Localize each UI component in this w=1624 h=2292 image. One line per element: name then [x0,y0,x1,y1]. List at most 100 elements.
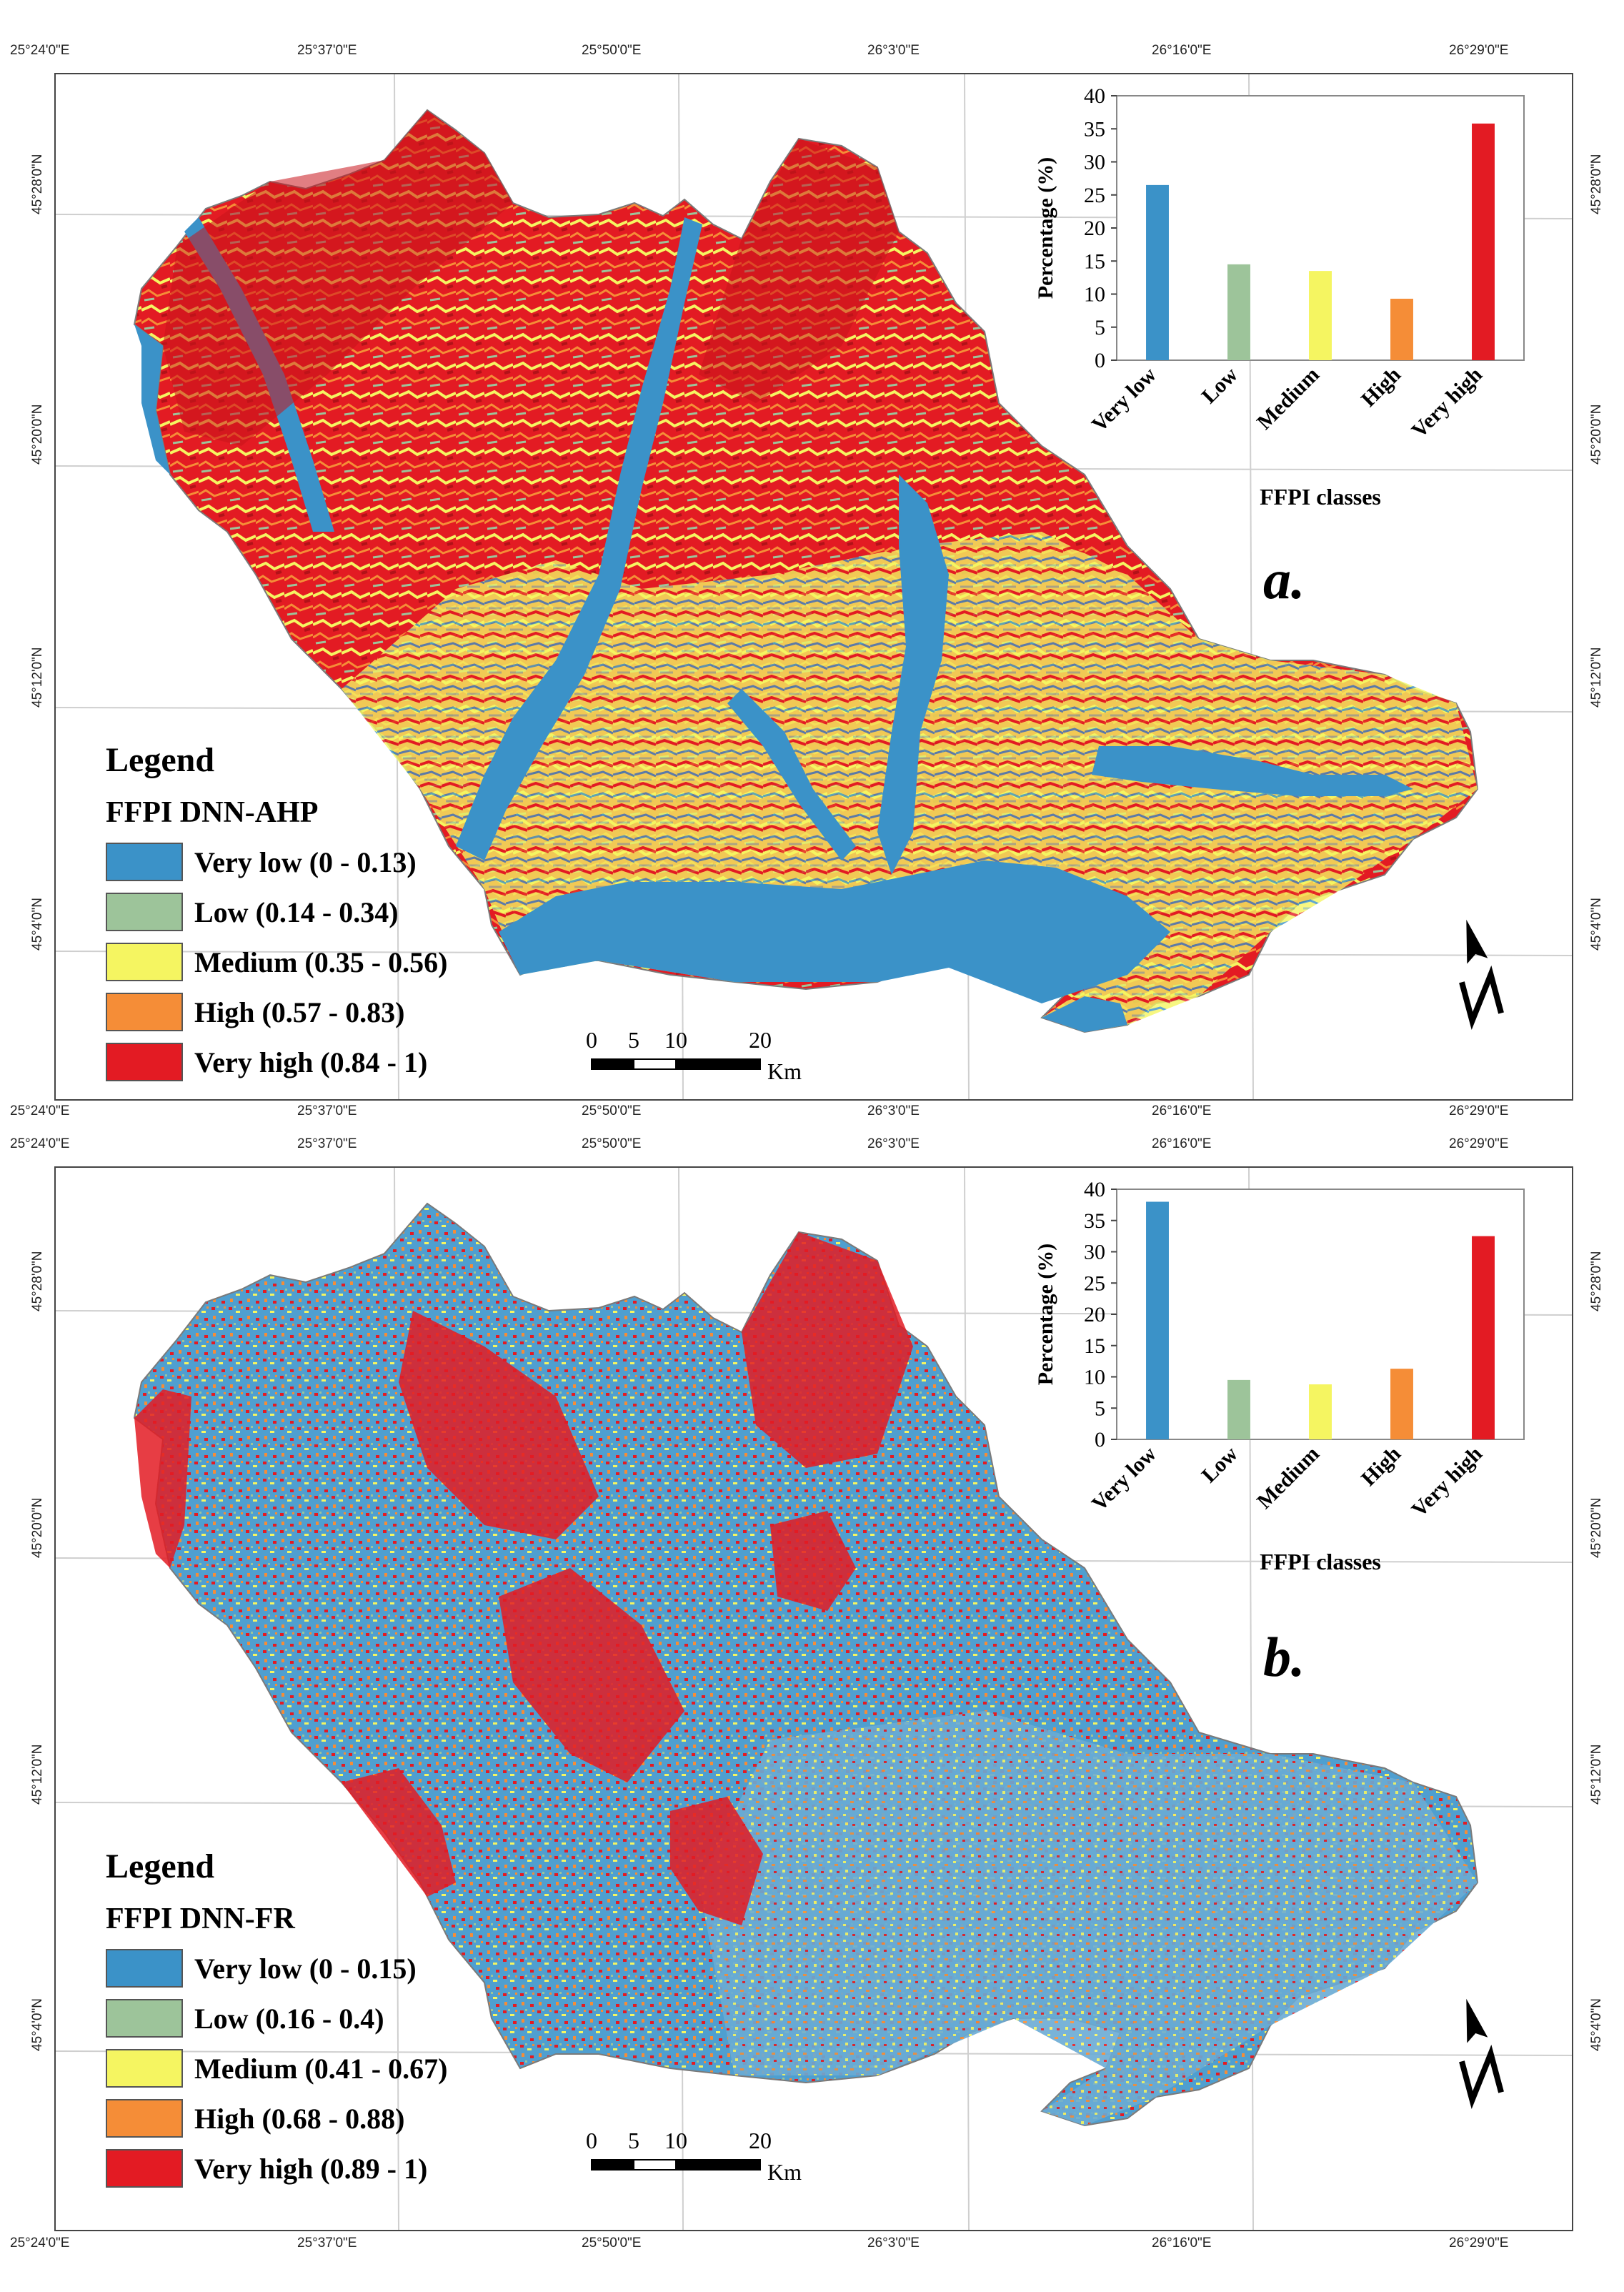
y-axis-label: Percentage (%) [1034,157,1057,299]
y-tick-label: 25 [1084,1271,1105,1295]
x-axis-label: FFPI classes [1260,1549,1381,1574]
longitude-label: 25°50'0"E [582,1136,642,1151]
legend-label: Very high (0.84 - 1) [194,1046,428,1078]
susceptibility-map-a [56,74,1572,1099]
x-tick-label: Medium [1252,1442,1324,1514]
legend-item: High (0.57 - 0.83) [106,987,447,1037]
x-tick-label: High [1357,362,1405,411]
y-tick-label: 30 [1084,151,1105,174]
longitude-label: 26°3'0"E [867,1136,920,1151]
legend-label: Medium (0.41 - 0.67) [194,2052,448,2085]
legend-a: Legend FFPI DNN-AHP Very low (0 - 0.13) L… [106,740,447,1087]
map-panel-b: 0 5 10 15 20 25 30 35 40 Very low Low Medium High Ver… [54,1166,1573,2231]
latitude-label: 45°4'0"N [1589,898,1604,951]
y-tick-label: 25 [1084,184,1105,207]
latitude-label: 45°12'0"N [30,1744,45,1805]
latitude-label: 45°20'0"N [1589,404,1604,465]
latitude-label: 45°4'0"N [1589,1998,1604,2051]
panel-label-a: a. [1263,548,1305,610]
legend-subtitle: FFPI DNN-AHP [106,796,319,829]
scale-unit: Km [767,1058,802,1084]
longitude-label: 26°29'0"E [1449,1103,1509,1118]
legend-label: Very high (0.89 - 1) [194,2152,428,2185]
y-tick-label: 0 [1095,349,1105,372]
y-tick-label: 15 [1084,249,1105,273]
longitude-label: 26°16'0"E [1152,43,1212,58]
legend-swatch [106,1999,183,2038]
scale-unit: Km [767,2159,802,2185]
latitude-label: 45°28'0"N [30,154,45,214]
legend-item: Low (0.16 - 0.4) [106,1993,447,2043]
bar [1390,1369,1413,1439]
y-axis-label: Percentage (%) [1034,1244,1057,1386]
scale-segment [633,1058,677,1070]
scale-tick-label: 20 [749,2128,772,2153]
scale-tick-label: 5 [628,1027,639,1053]
legend-subtitle: FFPI DNN-FR [106,1902,295,1935]
legend-label: High (0.57 - 0.83) [194,996,405,1028]
longitude-label: 25°24'0"E [10,1103,70,1118]
longitude-label: 26°16'0"E [1152,1103,1212,1118]
longitude-label: 25°50'0"E [582,2236,642,2251]
bar [1309,1384,1332,1439]
legend-swatch [106,843,183,881]
bar-chart-a: 0 5 10 15 20 25 30 35 40 Very low Low Medium High Ver… [995,74,1567,517]
scale-tick-label: 0 [586,1027,597,1053]
longitude-label: 25°50'0"E [582,1103,642,1118]
longitude-label: 26°29'0"E [1449,43,1509,58]
longitude-label: 26°3'0"E [867,2236,920,2251]
x-tick-label: Low [1197,1442,1243,1487]
legend-label: Very low (0 - 0.13) [194,845,417,878]
latitude-label: 45°12'0"N [1589,1744,1604,1805]
longitude-label: 26°3'0"E [867,43,920,58]
y-tick-label: 20 [1084,1303,1105,1326]
scale-tick-label: 10 [664,1027,687,1053]
longitude-label: 26°3'0"E [867,1103,920,1118]
longitude-label: 25°24'0"E [10,1136,70,1151]
scale-bar-a: 0 5 10 20 Km [527,1018,927,1093]
longitude-label: 26°16'0"E [1152,2236,1212,2251]
legend-item: Very high (0.84 - 1) [106,1037,447,1087]
bar [1146,184,1169,360]
y-tick-label: 5 [1095,316,1105,339]
bar [1472,1236,1495,1439]
y-tick-label: 40 [1084,84,1105,108]
latitude-label: 45°28'0"N [1589,154,1604,214]
legend-swatch [106,1043,183,1081]
latitude-label: 45°20'0"N [1589,1497,1604,1558]
legend-label: Medium (0.35 - 0.56) [194,946,448,978]
latitude-label: 45°12'0"N [1589,647,1604,708]
legend-title: Legend [106,1847,215,1885]
legend-swatch [106,943,183,981]
longitude-label: 25°37'0"E [297,1103,357,1118]
latitude-label: 45°20'0"N [30,404,45,465]
bar [1390,298,1413,360]
y-tick-label: 10 [1084,283,1105,307]
scale-segment [633,2159,677,2171]
panel-label-b: b. [1263,1626,1305,1688]
y-tick-label: 15 [1084,1334,1105,1358]
legend-swatch [106,2099,183,2138]
longitude-label: 25°24'0"E [10,43,70,58]
x-tick-label: Low [1197,362,1243,408]
x-tick-label: Medium [1252,363,1324,435]
scale-segment [675,1058,761,1070]
legend-item: High (0.68 - 0.88) [106,2093,447,2143]
legend-swatch [106,993,183,1031]
scale-bar-b: 0 5 10 20 Km [527,2118,927,2193]
legend-item: Low (0.14 - 0.34) [106,887,447,937]
legend-swatch [106,2149,183,2188]
longitude-label: 26°16'0"E [1152,1136,1212,1151]
scale-tick-label: 10 [664,2128,687,2153]
scale-tick-label: 0 [586,2128,597,2153]
latitude-label: 45°28'0"N [1589,1251,1604,1311]
map-panel-a: 0 5 10 15 20 25 30 35 40 Very low Low Medium High Ver… [54,73,1573,1101]
y-tick-label: 10 [1084,1366,1105,1389]
x-tick-label: Very low [1087,362,1162,437]
legend-swatch [106,1949,183,1988]
x-tick-label: Very low [1087,1442,1162,1516]
x-tick-label: High [1357,1442,1405,1490]
bar [1227,1379,1250,1439]
bar [1146,1201,1169,1439]
bar-chart-b: 0 5 10 15 20 25 30 35 40 Very low Low Medium High Ver… [995,1168,1567,1582]
